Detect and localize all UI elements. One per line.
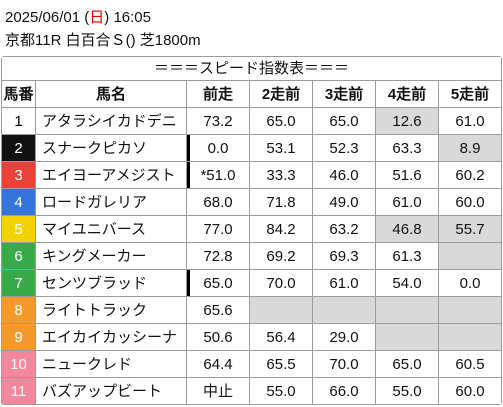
speed-index-cell-five-races-ago: 60.0 [439,378,501,404]
horse-name-cell: キングメーカー [36,243,186,269]
horse-number-cell: 2 [2,135,35,161]
speed-index-cell-two-races-ago [250,297,312,323]
column-header-last-race: 前走 [187,81,249,107]
speed-index-cell-two-races-ago: 65.5 [250,351,312,377]
horse-number-cell: 11 [2,378,35,404]
horse-name-cell: アタラシイカドデニ [36,108,186,134]
column-header-three-races-ago: 3走前 [313,81,375,107]
race-time: 16:05 [113,9,151,26]
speed-index-cell-last-race: 77.0 [187,216,249,242]
horse-name-cell: マイユニバース [36,216,186,242]
race-title: 京都11R 白百合Ｓ() 芝1800m [5,32,201,49]
weekday-open-paren: ( [84,9,90,26]
speed-index-cell-five-races-ago [439,243,501,269]
speed-index-cell-three-races-ago [313,297,375,323]
horse-name-cell: エイヨーアメジスト [36,162,186,188]
column-header-two-races-ago: 2走前 [250,81,312,107]
horse-number-cell: 6 [2,243,35,269]
speed-index-cell-four-races-ago: 61.3 [376,243,438,269]
speed-index-cell-three-races-ago: 52.3 [313,135,375,161]
race-date: 2025/06/01 [5,9,81,26]
column-header-four-races-ago: 4走前 [376,81,438,107]
horse-name-cell: エイカイカッシーナ [36,324,186,350]
horse-number-cell: 5 [2,216,35,242]
speed-index-cell-five-races-ago: 60.0 [439,189,501,215]
speed-index-grid: ＝＝＝スピード指数表＝＝＝ 馬番 馬名 前走 2走前 3走前 4走前 5走前 1 アタラシイカド… [2,57,501,404]
speed-index-cell-four-races-ago: 54.0 [376,270,438,296]
race-weekday: 日 [89,9,105,26]
speed-index-cell-five-races-ago: 0.0 [439,270,501,296]
speed-index-cell-three-races-ago: 61.0 [313,270,375,296]
speed-index-cell-five-races-ago: 60.2 [439,162,501,188]
speed-index-cell-last-race: 50.6 [187,324,249,350]
speed-index-cell-four-races-ago: 65.0 [376,351,438,377]
horse-number-cell: 4 [2,189,35,215]
speed-index-cell-two-races-ago: 65.0 [250,108,312,134]
race-info: 2025/06/01 (日) 16:05 京都11R 白百合Ｓ() 芝1800m [5,6,201,52]
horse-number-cell: 10 [2,351,35,377]
speed-index-cell-two-races-ago: 33.3 [250,162,312,188]
speed-index-cell-three-races-ago: 70.0 [313,351,375,377]
speed-index-cell-two-races-ago: 71.8 [250,189,312,215]
horse-name-cell: センツブラッド [36,270,186,296]
speed-index-cell-last-race: 64.4 [187,351,249,377]
speed-index-cell-five-races-ago: 60.5 [439,351,501,377]
speed-index-cell-three-races-ago: 49.0 [313,189,375,215]
speed-index-cell-three-races-ago: 66.0 [313,378,375,404]
horse-number-cell: 8 [2,297,35,323]
speed-index-cell-five-races-ago: 61.0 [439,108,501,134]
speed-index-cell-five-races-ago: 55.7 [439,216,501,242]
speed-index-cell-two-races-ago: 53.1 [250,135,312,161]
speed-index-cell-last-race: 中止 [187,378,249,404]
column-header-five-races-ago: 5走前 [439,81,501,107]
speed-index-cell-last-race: *51.0 [187,162,249,188]
speed-index-cell-three-races-ago: 65.0 [313,108,375,134]
speed-index-cell-four-races-ago: 61.0 [376,189,438,215]
horse-name-cell: ロードガレリア [36,189,186,215]
column-header-horse-number: 馬番 [2,81,35,107]
table-title: ＝＝＝スピード指数表＝＝＝ [2,57,501,80]
speed-index-cell-two-races-ago: 84.2 [250,216,312,242]
weekday-close-paren: ) [104,9,110,26]
speed-index-cell-five-races-ago [439,324,501,350]
speed-index-cell-three-races-ago: 29.0 [313,324,375,350]
speed-index-cell-two-races-ago: 69.2 [250,243,312,269]
speed-index-table: ＝＝＝スピード指数表＝＝＝ 馬番 馬名 前走 2走前 3走前 4走前 5走前 1 アタラシイカド… [1,56,502,405]
speed-index-cell-four-races-ago: 55.0 [376,378,438,404]
speed-index-cell-five-races-ago [439,297,501,323]
speed-index-cell-last-race: 65.6 [187,297,249,323]
horse-name-cell: ニュークレド [36,351,186,377]
speed-index-cell-last-race: 72.8 [187,243,249,269]
speed-index-cell-four-races-ago: 46.8 [376,216,438,242]
column-header-horse-name: 馬名 [36,81,186,107]
speed-index-cell-last-race: 68.0 [187,189,249,215]
speed-index-cell-two-races-ago: 55.0 [250,378,312,404]
speed-index-cell-three-races-ago: 63.2 [313,216,375,242]
speed-index-cell-three-races-ago: 46.0 [313,162,375,188]
speed-index-cell-two-races-ago: 56.4 [250,324,312,350]
speed-index-cell-five-races-ago: 8.9 [439,135,501,161]
speed-index-cell-four-races-ago: 63.3 [376,135,438,161]
race-datetime: 2025/06/01 (日) 16:05 [5,6,201,29]
horse-number-cell: 3 [2,162,35,188]
horse-number-cell: 1 [2,108,35,134]
speed-index-cell-last-race: 0.0 [187,135,249,161]
speed-index-cell-four-races-ago [376,324,438,350]
horse-number-cell: 9 [2,324,35,350]
horse-name-cell: スナークピカソ [36,135,186,161]
speed-index-cell-four-races-ago [376,297,438,323]
speed-index-cell-four-races-ago: 51.6 [376,162,438,188]
horse-name-cell: バズアップビート [36,378,186,404]
speed-index-cell-two-races-ago: 70.0 [250,270,312,296]
speed-index-cell-last-race: 73.2 [187,108,249,134]
speed-index-cell-four-races-ago: 12.6 [376,108,438,134]
horse-number-cell: 7 [2,270,35,296]
horse-name-cell: ライトトラック [36,297,186,323]
speed-index-cell-three-races-ago: 69.3 [313,243,375,269]
speed-index-cell-last-race: 65.0 [187,270,249,296]
